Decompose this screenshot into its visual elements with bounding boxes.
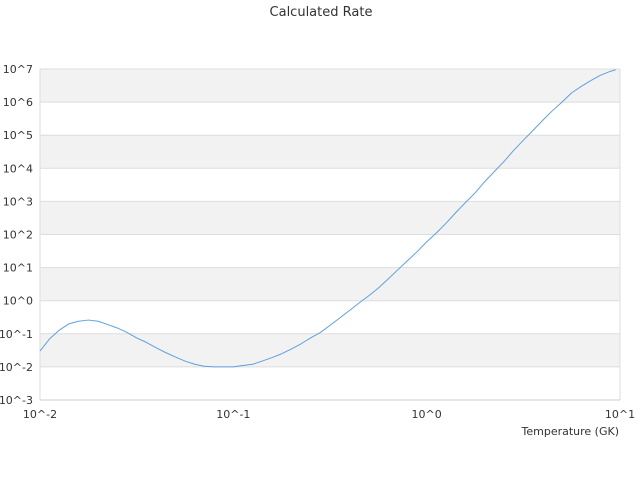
y-tick-label: 10^-3: [0, 394, 33, 407]
plot-band: [40, 333, 620, 367]
y-tick-label: 10^1: [3, 262, 33, 275]
x-tick-label: 10^-1: [216, 408, 250, 421]
rate-series-line: [39, 69, 616, 368]
x-tick-label: 10^1: [605, 408, 635, 421]
y-tick-label: 10^3: [3, 195, 33, 208]
x-axis-tick-labels: 10^-2 10^-1 10^0 10^1: [23, 408, 635, 421]
chart-title: Calculated Rate: [270, 5, 373, 20]
y-tick-label: 10^-1: [0, 328, 33, 341]
plot-bands: [40, 69, 620, 367]
y-tick-label: 10^6: [3, 96, 33, 109]
x-tick-label: 10^0: [412, 408, 442, 421]
plot-band: [40, 69, 620, 103]
axes: [39, 69, 621, 401]
x-tick-label: 10^-2: [23, 408, 57, 421]
x-axis-title: Temperature (GK): [521, 425, 620, 438]
series-layer: [39, 69, 616, 368]
y-axis-tick-labels: 10^7 10^6 10^5 10^4 10^3 10^2 10^1 10^0 10^-1 10^…: [0, 63, 33, 407]
plot-band: [40, 267, 620, 301]
y-tick-label: 10^7: [3, 63, 33, 76]
y-tick-label: 10^0: [3, 295, 33, 308]
y-tick-label: 10^-2: [0, 361, 33, 374]
plot-band: [40, 201, 620, 235]
y-tick-label: 10^4: [3, 162, 33, 175]
y-tick-label: 10^5: [3, 129, 33, 142]
plot-band: [40, 135, 620, 169]
y-tick-label: 10^2: [3, 229, 33, 242]
